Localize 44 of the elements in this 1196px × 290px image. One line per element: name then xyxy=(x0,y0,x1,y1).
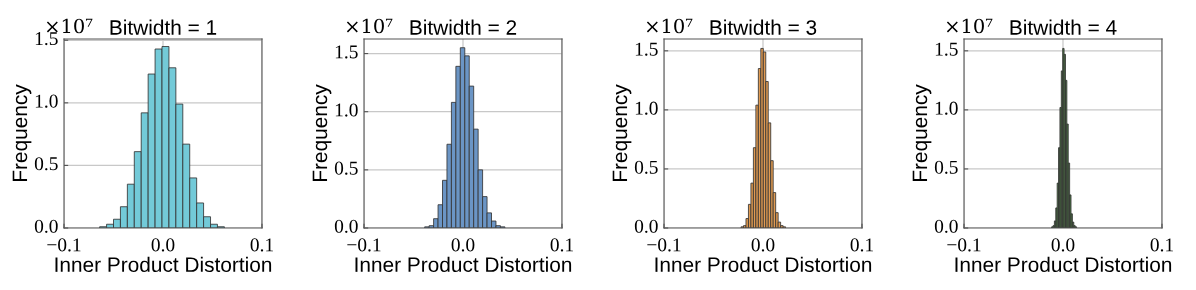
y-tick-label: 1.5 xyxy=(35,32,58,46)
x-axis-title: Inner Product Distortion xyxy=(955,256,1172,273)
x-tick-label: 0.0 xyxy=(151,238,175,252)
x-axis-title: Inner Product Distortion xyxy=(655,256,872,273)
y-tick-label: 1.5 xyxy=(335,45,358,59)
y-tick-label: 1.0 xyxy=(35,94,58,108)
y-tick-label: 1.0 xyxy=(935,101,958,115)
y-tick-label: 0.0 xyxy=(334,219,358,233)
y-tick-label: 0.0 xyxy=(634,219,658,233)
chart-title: Bitwidth = 1 xyxy=(110,19,217,35)
x-axis-title: Inner Product Distortion xyxy=(355,256,572,273)
x-tick-label: 0.0 xyxy=(451,238,475,252)
y-tick-label: 0.0 xyxy=(34,219,58,233)
y-axis-title: Frequency xyxy=(12,84,32,181)
text: ×10⁷ xyxy=(946,18,993,34)
text: ×10⁷ xyxy=(646,18,693,34)
x-tick-label: 0.1 xyxy=(1150,238,1173,252)
y-axis-title: Frequency xyxy=(612,84,632,181)
chart-title: Bitwidth = 4 xyxy=(1010,19,1117,35)
x-tick-label: −0.1 xyxy=(47,238,81,252)
x-tick-label: 0.0 xyxy=(751,238,775,252)
text: ×10⁷ xyxy=(346,18,393,34)
y-tick-label: 0.5 xyxy=(34,157,58,171)
x-tick-label: 0.1 xyxy=(850,238,873,252)
y-tick-label: 0.5 xyxy=(634,160,658,174)
text: ×10⁷ xyxy=(46,18,93,34)
chart-title: Bitwidth = 2 xyxy=(410,19,517,35)
x-tick-label: −0.1 xyxy=(947,238,981,252)
x-tick-label: 0.1 xyxy=(550,238,573,252)
y-tick-label: 1.0 xyxy=(335,103,358,117)
x-tick-label: −0.1 xyxy=(347,238,381,252)
y-tick-label: 1.0 xyxy=(635,101,658,115)
x-tick-label: 0.0 xyxy=(1051,238,1075,252)
y-axis-title: Frequency xyxy=(312,84,332,181)
x-axis-title: Inner Product Distortion xyxy=(55,256,272,273)
y-tick-label: 0.5 xyxy=(934,160,958,174)
y-tick-label: 0.0 xyxy=(934,219,958,233)
y-tick-label: 0.5 xyxy=(334,161,358,175)
x-tick-label: 0.1 xyxy=(250,238,273,252)
y-tick-label: 1.5 xyxy=(635,42,658,56)
y-tick-label: 1.5 xyxy=(935,42,958,56)
y-axis-title: Frequency xyxy=(912,84,932,181)
x-tick-label: −0.1 xyxy=(647,238,681,252)
chart-title: Bitwidth = 3 xyxy=(710,19,817,35)
